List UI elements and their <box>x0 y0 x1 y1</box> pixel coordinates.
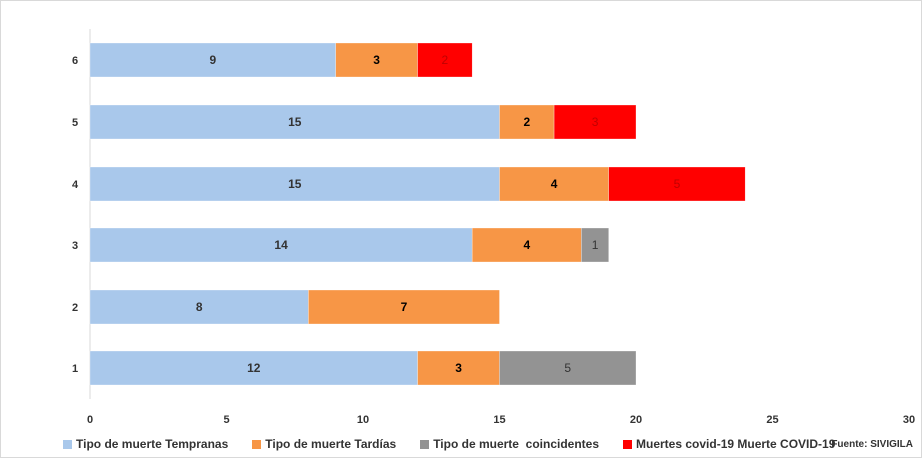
legend-swatch <box>252 439 262 449</box>
data-label: 3 <box>455 361 462 375</box>
y-tick-label: 4 <box>72 179 79 191</box>
legend-item: Muertes covid-19 Muerte COVID-19 <box>623 437 835 451</box>
x-tick-label: 10 <box>357 414 369 426</box>
legend-label: Tipo de muerte Tempranas <box>76 437 229 451</box>
bar-segment <box>89 350 418 386</box>
data-label: 3 <box>592 115 599 129</box>
legend-label: Tipo de muerte Tardías <box>265 437 397 451</box>
bar-segment <box>499 104 555 140</box>
data-label: 2 <box>442 53 449 67</box>
data-label: 12 <box>247 361 261 375</box>
y-tick-label: 5 <box>72 117 78 129</box>
bar-segment <box>553 104 637 140</box>
bar-segment <box>89 42 336 78</box>
legend-swatch <box>420 439 430 449</box>
legend-label: Tipo de muerte coincidentes <box>433 437 600 451</box>
data-label: 15 <box>288 115 302 129</box>
bar-segment <box>608 166 746 202</box>
y-tick-label: 6 <box>72 55 78 67</box>
bar-segment <box>499 350 637 386</box>
x-tick-label: 20 <box>630 414 642 426</box>
legend-label: Muertes covid-19 Muerte COVID-19 <box>636 437 836 451</box>
data-label: 7 <box>401 300 408 314</box>
bar-segment <box>581 227 609 263</box>
bar-segment <box>499 166 609 202</box>
legend-swatch <box>63 439 72 449</box>
x-tick-label: 30 <box>903 414 915 426</box>
bar-segment <box>89 227 473 263</box>
data-label: 4 <box>551 177 558 191</box>
legend-item: Tipo de muerte Tempranas <box>63 437 228 451</box>
legend-swatch <box>623 439 633 449</box>
data-label: 8 <box>196 300 203 314</box>
bar-segment <box>335 42 418 78</box>
data-label: 1 <box>592 238 599 252</box>
data-label: 4 <box>523 238 530 252</box>
x-tick-label: 5 <box>223 414 229 426</box>
chart-legend: Tipo de muerte Tempranas Tipo de muerte T… <box>63 435 863 453</box>
data-label: 14 <box>274 238 288 252</box>
data-label: 2 <box>523 115 530 129</box>
stacked-bar-chart: 12 3 5 1 8 7 2 14 4 1 3 15 4 5 4 15 2 3 5 9 3 2 6 0 5 10 15 20 25 30 <box>72 29 915 426</box>
bar-segment <box>417 42 473 78</box>
legend-item: Tipo de muerte coincidentes <box>420 437 599 451</box>
y-tick-label: 3 <box>72 240 78 252</box>
y-tick-label: 1 <box>72 363 78 375</box>
data-label: 3 <box>373 53 380 67</box>
bar-segment <box>308 289 500 325</box>
legend-item: Tipo de muerte Tardías <box>252 437 396 451</box>
data-label: 9 <box>210 53 217 67</box>
bar-segment <box>89 166 500 202</box>
x-tick-label: 0 <box>87 414 93 426</box>
x-tick-label: 15 <box>493 414 505 426</box>
data-label: 15 <box>288 177 302 191</box>
x-tick-label: 25 <box>766 414 778 426</box>
data-label: 5 <box>674 177 681 191</box>
bar-segment <box>89 104 500 140</box>
source-note: Fuente: SIVIGILA <box>831 439 913 450</box>
y-tick-label: 2 <box>72 302 78 314</box>
data-label: 5 <box>564 361 571 375</box>
bar-segment <box>417 350 500 386</box>
